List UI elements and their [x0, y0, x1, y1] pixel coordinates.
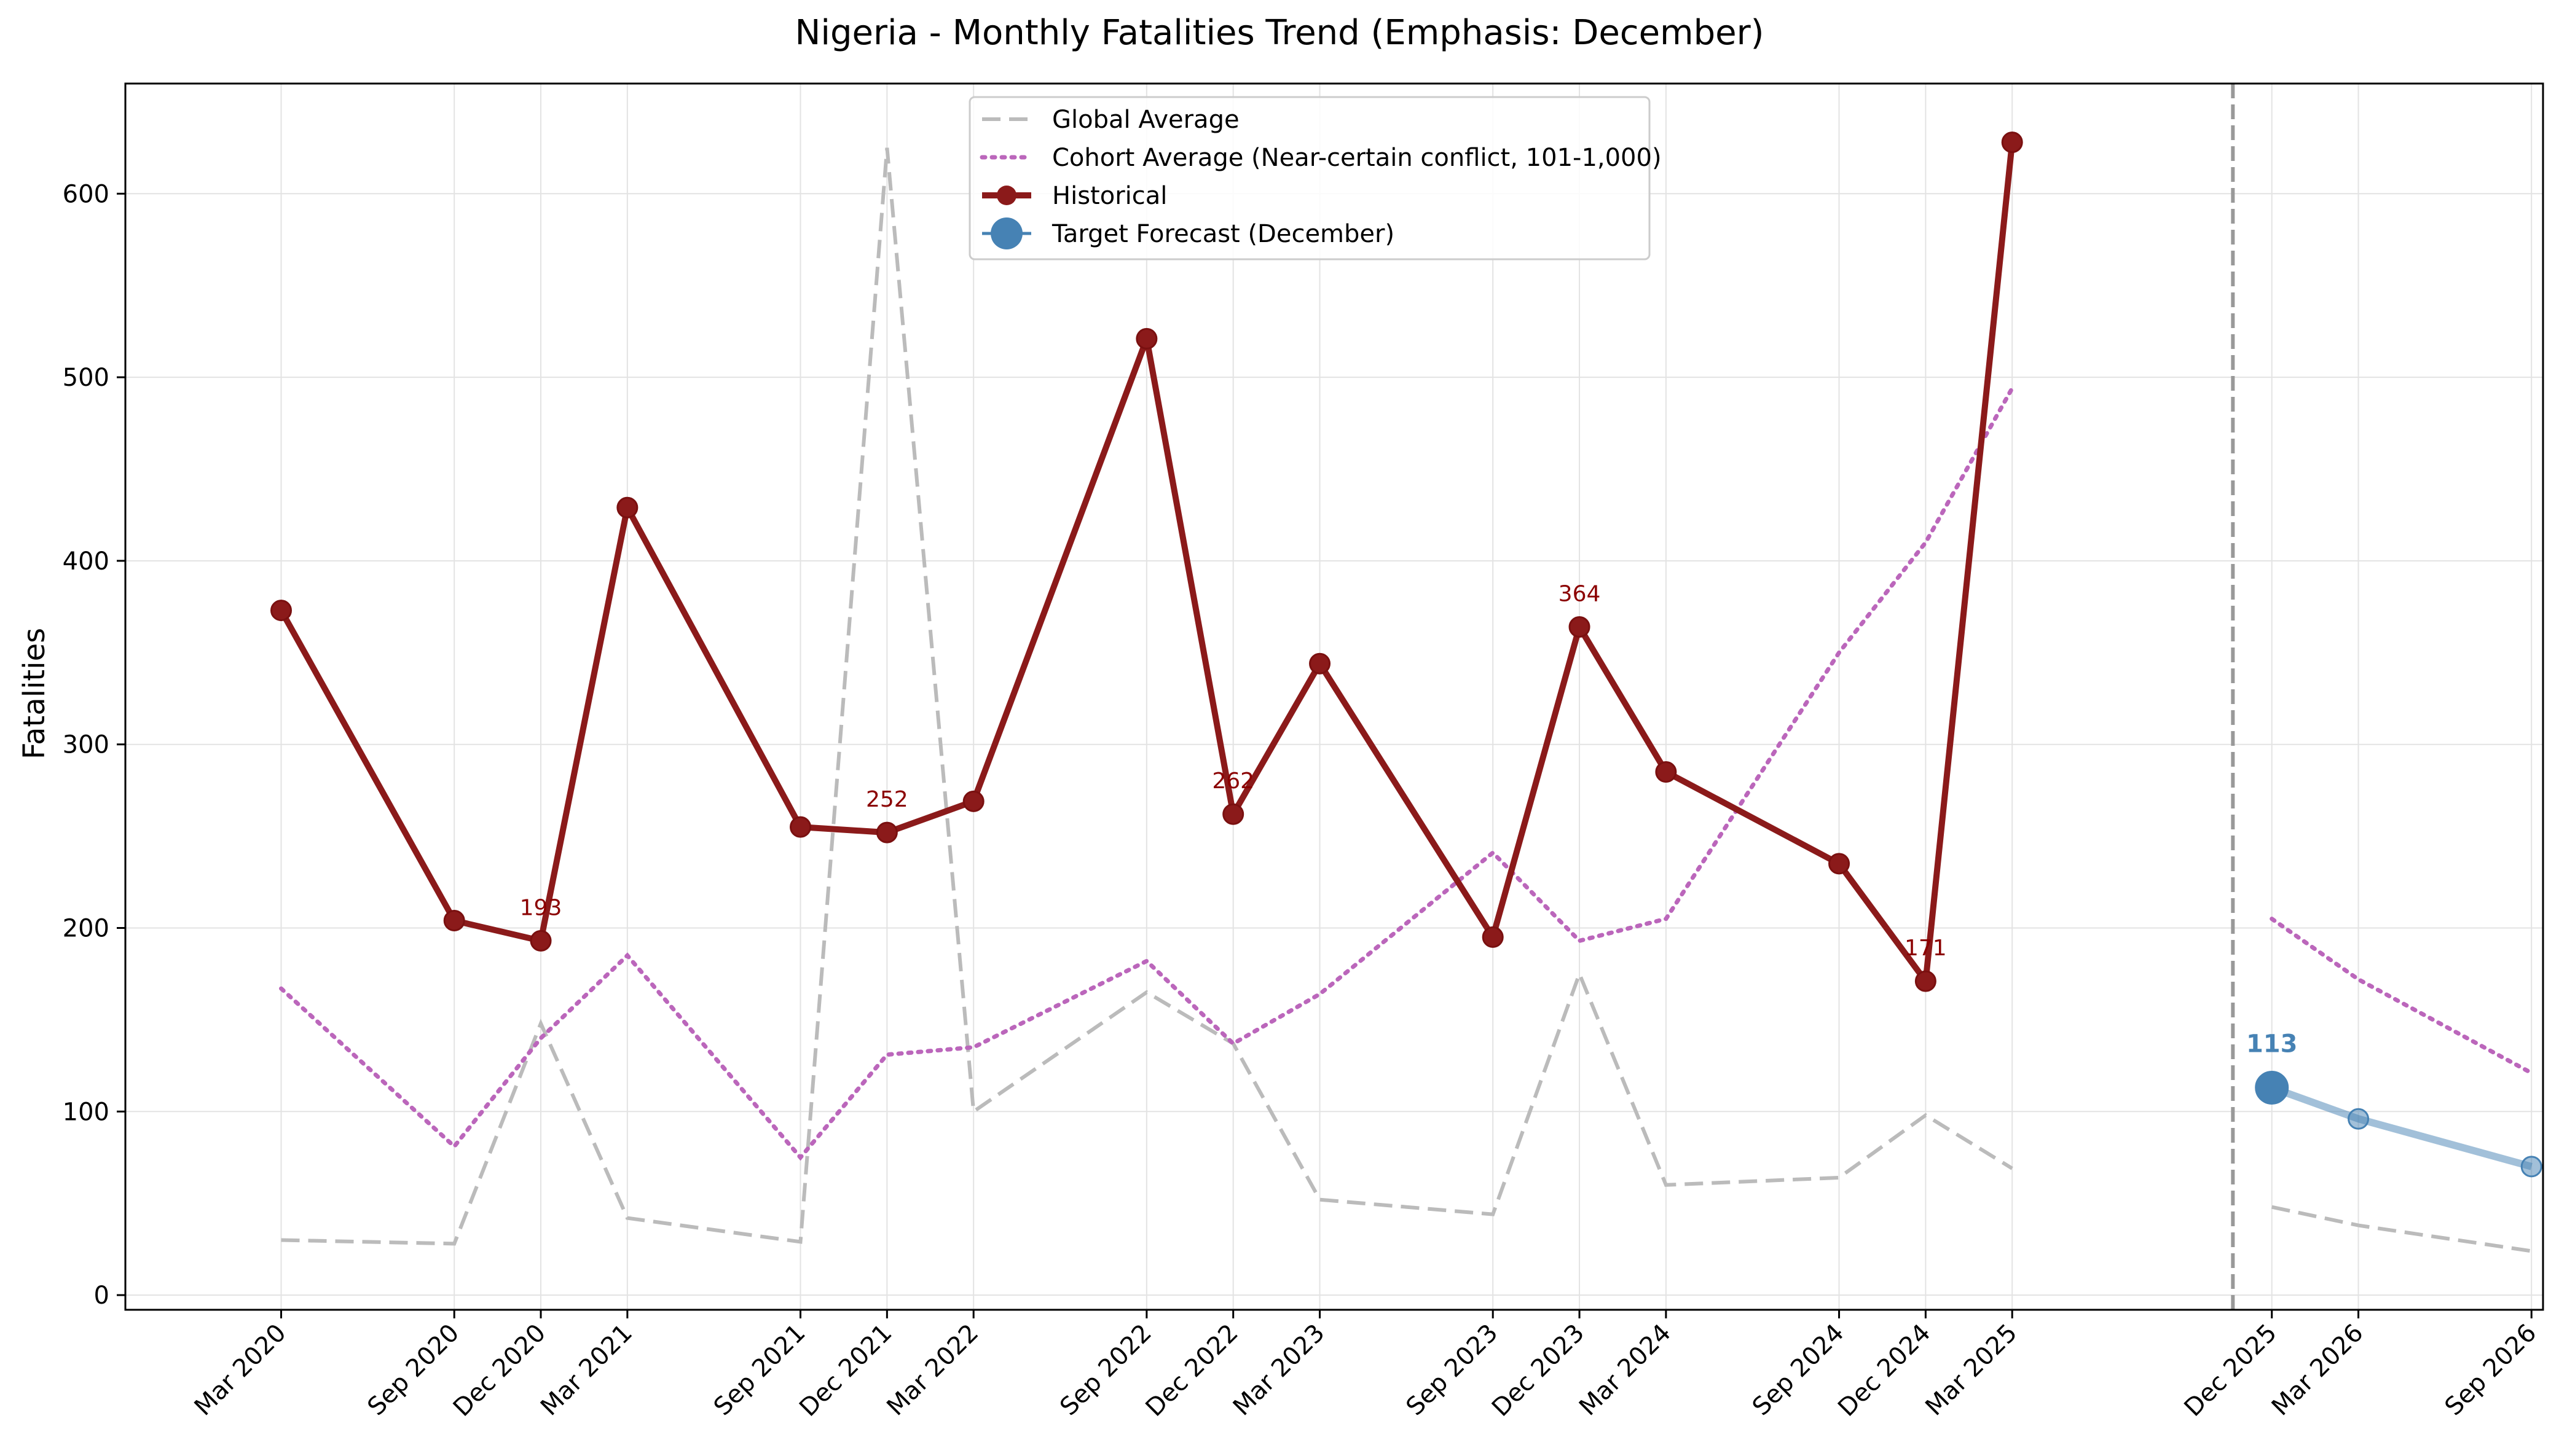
y-axis-label: Fatalities	[17, 628, 52, 759]
x-tick-label: Dec 2023	[1487, 1319, 1590, 1422]
historical-line	[278, 142, 2016, 985]
x-tick-label: Mar 2024	[1574, 1319, 1677, 1422]
y-tick-label: 300	[63, 731, 109, 759]
historical-point	[876, 821, 898, 843]
historical-point	[270, 600, 293, 622]
x-tick-label: Mar 2025	[1920, 1319, 2022, 1422]
historical-point	[1655, 761, 1677, 783]
historical-point	[1568, 616, 1590, 638]
historical-point	[790, 816, 812, 838]
x-tick-label: Mar 2023	[1228, 1319, 1331, 1422]
cohort-average-line	[279, 386, 2015, 1161]
historical-point	[2001, 131, 2023, 154]
x-tick-label: Mar 2022	[881, 1319, 984, 1422]
cohort-average-line	[2270, 917, 2534, 1075]
x-tick-label: Mar 2021	[535, 1319, 638, 1422]
x-tick-label: Dec 2022	[1141, 1319, 1244, 1422]
legend-label-cohort-average-near-certain-conflict-101-1-000: Cohort Average (Near-certain conflict, 1…	[1052, 144, 1662, 172]
y-tick-label: 0	[94, 1282, 109, 1310]
historical-point	[962, 790, 985, 812]
data-label: 193	[520, 895, 562, 920]
x-tick-label: Dec 2024	[1833, 1319, 1936, 1422]
y-tick-label: 400	[63, 547, 109, 576]
chart-title: Nigeria - Monthly Fatalities Trend (Emph…	[795, 13, 1764, 53]
historical-point	[616, 496, 639, 519]
forecast-point	[2348, 1108, 2370, 1130]
y-axis: 0 100 200 300 400 500 600	[63, 180, 125, 1310]
annotations: 193 252 262 364 171 113	[520, 581, 2298, 1058]
x-tick-label: Sep 2024	[1747, 1319, 1850, 1422]
legend-label-global-average: Global Average	[1052, 106, 1240, 134]
global-average-line	[2271, 1205, 2532, 1253]
x-tick-label: Sep 2021	[709, 1319, 811, 1422]
x-tick-label: Mar 2020	[189, 1319, 292, 1422]
data-label: 364	[1559, 581, 1601, 606]
legend-label-target-forecast-december: Target Forecast (December)	[1052, 220, 1394, 248]
x-tick-label: Dec 2020	[448, 1319, 551, 1422]
legend-label-historical: Historical	[1052, 182, 1167, 210]
forecast-line	[2270, 1084, 2533, 1170]
x-tick-label: Sep 2022	[1055, 1319, 1157, 1422]
y-tick-label: 600	[63, 180, 109, 208]
forecast-value-label: 113	[2246, 1030, 2298, 1058]
historical-point	[1828, 853, 1850, 875]
series-layer	[270, 131, 2542, 1253]
forecast-point	[2520, 1156, 2542, 1178]
data-label: 252	[866, 787, 908, 812]
x-tick-label: Dec 2021	[794, 1319, 897, 1422]
historical-point	[1914, 970, 1936, 992]
grid	[125, 84, 2543, 1310]
x-tick-label: Mar 2026	[2266, 1319, 2369, 1422]
historical-point	[1309, 652, 1331, 675]
historical-point	[530, 930, 552, 952]
data-label: 262	[1212, 769, 1254, 794]
x-tick-label: Sep 2026	[2439, 1319, 2542, 1422]
y-tick-label: 200	[63, 914, 109, 942]
y-tick-label: 500	[63, 364, 109, 392]
legend-marker-target-forecast-december	[991, 217, 1023, 249]
legend: Global Average Cohort Average (Near-certa…	[969, 96, 1662, 260]
x-tick-label: Sep 2023	[1401, 1319, 1503, 1422]
plot-frame	[124, 82, 2544, 1311]
forecast-target-point	[2255, 1070, 2289, 1105]
legend-box	[969, 96, 1651, 260]
data-label: 171	[1905, 936, 1947, 961]
historical-point	[1136, 327, 1158, 350]
global-average-line	[281, 147, 2013, 1246]
x-tick-label: Sep 2020	[362, 1319, 465, 1422]
x-tick-label: Dec 2025	[2179, 1319, 2282, 1422]
historical-point	[1222, 803, 1244, 825]
historical-point	[443, 910, 465, 932]
y-tick-label: 100	[63, 1098, 109, 1126]
historical-point	[1482, 926, 1504, 948]
legend-marker-historical	[997, 186, 1016, 205]
